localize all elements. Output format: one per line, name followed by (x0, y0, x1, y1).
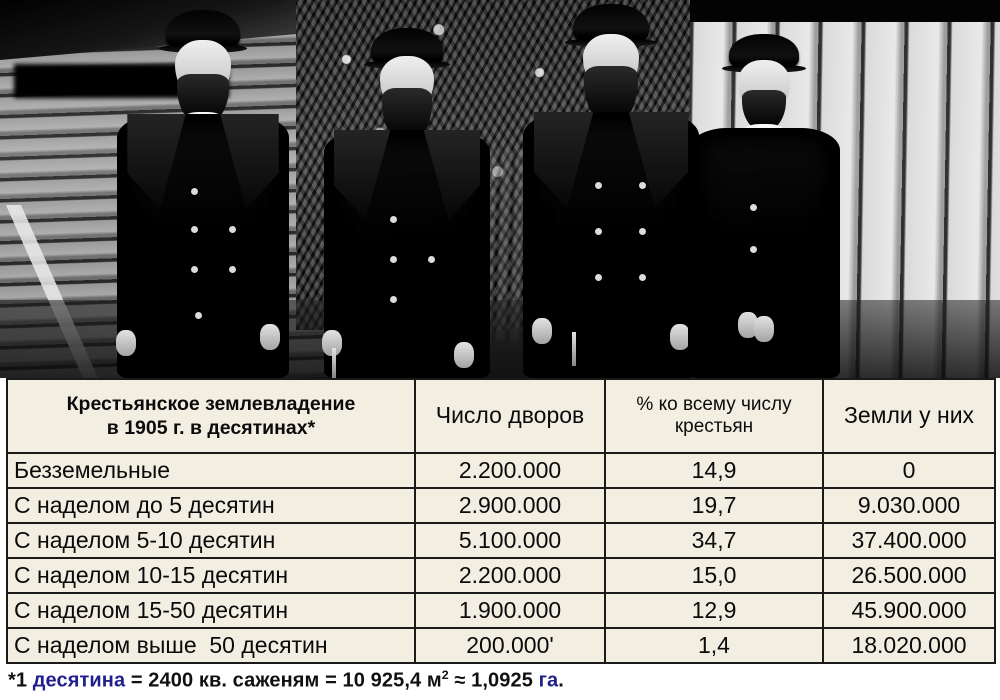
footnote-unit-hectare: га (538, 669, 559, 692)
cell-households: 2.200.000 (414, 452, 606, 489)
coat-button (750, 204, 757, 211)
column-header-households: Число дворов (414, 378, 606, 454)
table-header-row: Крестьянское землевладение в 1905 г. в д… (6, 378, 996, 454)
table-row: С наделом 10-15 десятин 2.200.000 15,0 2… (6, 557, 996, 594)
column-header-category: Крестьянское землевладение в 1905 г. в д… (6, 378, 416, 454)
cell-land: 9.030.000 (822, 487, 996, 524)
walking-stick (332, 348, 336, 378)
peasant-figure-3 (518, 2, 704, 378)
hand (116, 330, 136, 356)
table-row: С наделом 5-10 десятин 5.100.000 34,7 37… (6, 522, 996, 559)
cell-households: 2.200.000 (414, 557, 606, 594)
hand (670, 324, 690, 350)
cell-land: 37.400.000 (822, 522, 996, 559)
coat-button (750, 246, 757, 253)
footnote: *1 десятина = 2400 кв. саженям = 10 925,… (8, 668, 564, 693)
coat-lapel-left (333, 130, 391, 220)
cell-percent: 19,7 (604, 487, 824, 524)
cell-category: С наделом 10-15 десятин (6, 557, 416, 594)
cell-households: 2.900.000 (414, 487, 606, 524)
coat-button (639, 228, 646, 235)
hand (454, 342, 474, 368)
cell-category: Безземельные (6, 452, 416, 489)
table-row: Безземельные 2.200.000 14,9 0 (6, 452, 996, 489)
coat-button (428, 256, 435, 263)
cell-land: 45.900.000 (822, 592, 996, 629)
cell-category: С наделом 15-50 десятин (6, 592, 416, 629)
footnote-period: . (558, 669, 564, 692)
coat-button (639, 274, 646, 281)
peasant-figure-2 (318, 18, 496, 378)
coat-button (390, 256, 397, 263)
coat-button (229, 266, 236, 273)
cell-category: С наделом 5-10 десятин (6, 522, 416, 559)
footnote-approx: ≈ 1,0925 (448, 669, 539, 692)
cell-percent: 1,4 (604, 627, 824, 664)
coat-button (191, 188, 198, 195)
long-coat (523, 112, 699, 378)
coat-button (595, 228, 602, 235)
land-ownership-table: Крестьянское землевладение в 1905 г. в д… (6, 378, 996, 664)
cell-percent: 34,7 (604, 522, 824, 559)
cell-households: 200.000' (414, 627, 606, 664)
hand (532, 318, 552, 344)
coat-button (595, 274, 602, 281)
cell-land: 18.020.000 (822, 627, 996, 664)
footnote-conversion: = 2400 кв. саженям = 10 925,4 м (125, 669, 442, 692)
table-row: С наделом до 5 десятин 2.900.000 19,7 9.… (6, 487, 996, 524)
hand (260, 324, 280, 350)
cell-land: 26.500.000 (822, 557, 996, 594)
cell-households: 1.900.000 (414, 592, 606, 629)
table-row: С наделом 15-50 десятин 1.900.000 12,9 4… (6, 592, 996, 629)
coat-button (390, 216, 397, 223)
coat-button (229, 226, 236, 233)
footnote-term-desyatina: десятина (32, 669, 126, 692)
coat-button (191, 226, 198, 233)
hand (754, 316, 774, 342)
footnote-star: *1 (8, 669, 33, 692)
coat-button (595, 182, 602, 189)
peasant-figure-4 (680, 28, 848, 378)
table-row: С наделом выше 50 десятин 200.000' 1,4 1… (6, 627, 996, 664)
column-header-land: Земли у них (822, 378, 996, 454)
land-ownership-table-wrapper: Крестьянское землевладение в 1905 г. в д… (6, 378, 996, 664)
coat-button (639, 182, 646, 189)
coat-button (191, 266, 198, 273)
plank-wall-top-shadow (690, 0, 1000, 22)
historical-photograph (0, 0, 1000, 378)
coat-lapel-right (220, 114, 279, 210)
cell-category: С наделом до 5 десятин (6, 487, 416, 524)
cell-land: 0 (822, 452, 996, 489)
long-coat (324, 130, 490, 378)
hand (738, 312, 758, 338)
footnote-superscript-2: 2 (441, 668, 449, 682)
cell-households: 5.100.000 (414, 522, 606, 559)
peasant-figure-1 (108, 6, 298, 378)
coat-lapel-left (533, 112, 594, 208)
column-header-percent: % ко всему числу крестьян (604, 378, 824, 454)
photo-canvas (0, 0, 1000, 378)
coat-button (390, 296, 397, 303)
cell-percent: 12,9 (604, 592, 824, 629)
hand (322, 330, 342, 356)
coat-button (195, 312, 202, 319)
coat-lapel-left (127, 114, 186, 210)
coat-lapel-right (423, 130, 481, 220)
cell-category: С наделом выше 50 десятин (6, 627, 416, 664)
walking-stick (572, 332, 576, 366)
cell-percent: 15,0 (604, 557, 824, 594)
cell-percent: 14,9 (604, 452, 824, 489)
